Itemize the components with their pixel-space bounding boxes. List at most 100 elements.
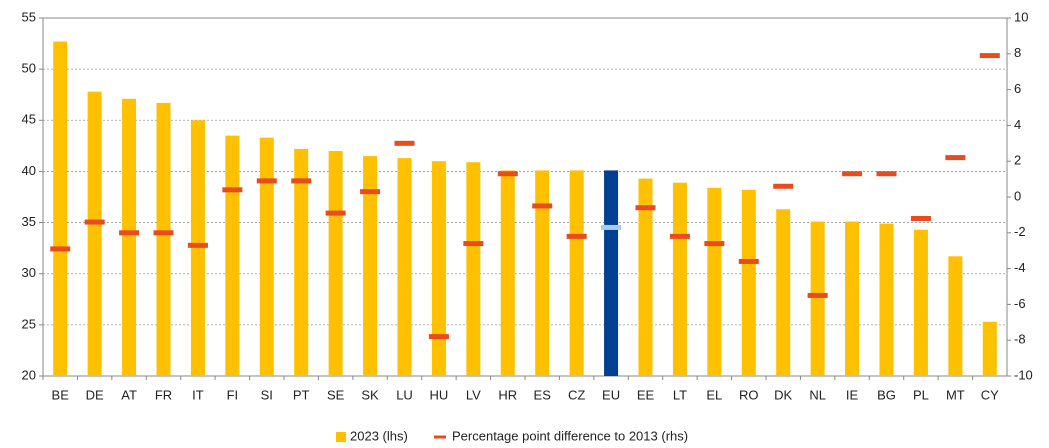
x-tick-label: MT	[946, 387, 965, 402]
plot-border	[42, 17, 1008, 377]
dash-marker	[979, 53, 1000, 59]
dash-marker	[325, 210, 346, 216]
y2-tick-label: 10	[1014, 9, 1028, 24]
dash-marker	[428, 334, 449, 340]
dash-marker	[463, 241, 484, 247]
y2-tick-label: -4	[1014, 260, 1026, 275]
y-tick-label: 30	[22, 265, 36, 280]
bar	[948, 256, 963, 376]
dash-marker	[394, 140, 415, 146]
dash-marker	[738, 258, 759, 264]
bar	[776, 209, 791, 376]
x-tick-label: FR	[155, 387, 172, 402]
bar	[810, 221, 825, 376]
bar	[707, 187, 722, 376]
dash-marker	[566, 233, 587, 239]
x-tick-label: EU	[602, 387, 620, 402]
x-tick-label: ES	[534, 387, 552, 402]
bar	[535, 170, 550, 376]
x-tick-label: EL	[706, 387, 722, 402]
y2-tick-label: 4	[1014, 117, 1021, 132]
dash-marker	[50, 246, 71, 252]
dash-marker	[187, 242, 208, 248]
legend-swatch	[434, 435, 446, 439]
bar	[259, 137, 274, 376]
y-tick-label: 40	[22, 163, 36, 178]
bar	[53, 41, 68, 376]
x-tick-label: IE	[846, 387, 859, 402]
x-tick-label: CZ	[568, 387, 585, 402]
y-tick-label: 35	[22, 214, 36, 229]
bar	[913, 229, 928, 376]
bar	[122, 98, 137, 376]
x-tick-label: SE	[327, 387, 345, 402]
y-tick-label: 25	[22, 316, 36, 331]
dash-marker	[256, 178, 277, 184]
y2-tick-label: -10	[1014, 367, 1033, 382]
x-tick-label: BG	[877, 387, 896, 402]
x-tick-label: NL	[809, 387, 826, 402]
dash-marker	[876, 171, 897, 177]
bar	[638, 178, 653, 376]
x-tick-label: DK	[774, 387, 792, 402]
bar	[225, 135, 240, 376]
dash-marker	[601, 224, 622, 230]
bar	[397, 158, 412, 376]
dash-marker	[532, 203, 553, 209]
bar	[604, 170, 619, 376]
legend-swatch	[336, 432, 346, 442]
x-tick-label: SK	[361, 387, 379, 402]
bar	[982, 321, 997, 376]
dash-marker	[84, 219, 105, 225]
x-tick-label: RO	[739, 387, 759, 402]
bar	[156, 102, 171, 376]
x-tick-label: PT	[293, 387, 310, 402]
dash-marker	[222, 187, 243, 193]
dash-marker	[807, 292, 828, 298]
y-tick-label: 20	[22, 367, 36, 382]
x-tick-label: HR	[498, 387, 517, 402]
bar	[190, 120, 205, 377]
dash-marker	[497, 171, 518, 177]
bar	[879, 223, 894, 376]
y2-tick-label: -8	[1014, 332, 1026, 347]
y2-tick-label: 0	[1014, 188, 1021, 203]
x-tick-label: LT	[673, 387, 687, 402]
x-tick-label: AT	[121, 387, 137, 402]
dash-marker	[945, 155, 966, 161]
x-tick-label: FI	[227, 387, 239, 402]
bar	[741, 189, 756, 376]
dash-marker	[635, 205, 656, 211]
y-tick-label: 55	[22, 9, 36, 24]
y2-tick-label: 2	[1014, 153, 1021, 168]
dash-marker	[704, 241, 725, 247]
x-tick-label: BE	[52, 387, 70, 402]
bar	[431, 161, 446, 376]
bar	[500, 170, 515, 376]
dash-marker	[119, 230, 140, 236]
y2-tick-label: 8	[1014, 45, 1021, 60]
dash-marker	[669, 233, 690, 239]
legend-label: 2023 (lhs)	[350, 428, 408, 443]
x-tick-label: PL	[913, 387, 929, 402]
x-tick-label: LU	[396, 387, 413, 402]
x-tick-label: EE	[637, 387, 655, 402]
bar	[363, 156, 378, 376]
x-tick-label: HU	[430, 387, 449, 402]
dash-marker	[842, 171, 863, 177]
x-tick-label: SI	[261, 387, 273, 402]
bar	[845, 221, 860, 376]
bar	[466, 162, 481, 376]
bar	[569, 170, 584, 376]
x-tick-label: IT	[192, 387, 204, 402]
y-tick-label: 50	[22, 61, 36, 76]
y2-tick-label: 6	[1014, 81, 1021, 96]
legend-label: Percentage point difference to 2013 (rhs…	[452, 428, 688, 443]
bar	[87, 91, 102, 376]
dash-marker	[360, 189, 381, 195]
bar	[294, 148, 309, 376]
bar	[672, 182, 687, 376]
y2-tick-label: -2	[1014, 224, 1026, 239]
x-tick-label: LV	[466, 387, 481, 402]
